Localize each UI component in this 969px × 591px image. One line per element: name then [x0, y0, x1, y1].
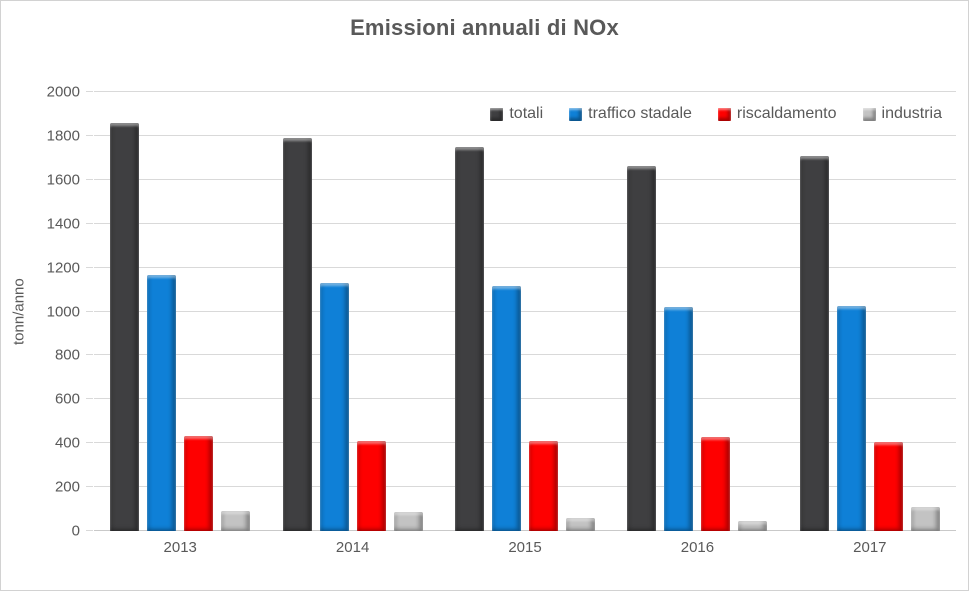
legend-swatch-icon	[569, 107, 583, 121]
bar-totali-2013	[110, 122, 140, 531]
x-axis-label-2017: 2017	[853, 539, 887, 556]
bar-traffico-stadale-2015	[492, 286, 522, 531]
y-tick-mark-2000	[86, 91, 93, 92]
gridline-800	[94, 354, 956, 356]
y-axis-tick-label-0: 0	[71, 522, 80, 540]
y-tick-mark-200	[86, 486, 93, 488]
bar-riscaldamento-2015	[529, 441, 559, 531]
gridline-1200	[94, 266, 956, 268]
legend: totali traffico stadale riscaldamento indus…	[490, 105, 942, 123]
bar-group-2016	[611, 92, 783, 531]
y-tick-mark-800	[86, 354, 93, 356]
y-axis-tick-label-800: 800	[54, 346, 80, 364]
legend-item-totali: totali	[490, 105, 543, 123]
bar-totali-2015	[455, 146, 485, 531]
chart-title: Emissioni annuali di NOx	[350, 15, 619, 40]
bar-traffico-stadale-2017	[836, 306, 866, 531]
gridline-600	[94, 398, 956, 400]
bar-industria-2015	[566, 517, 596, 531]
bar-group-2014	[266, 92, 438, 531]
x-axis-label-2013: 2013	[163, 539, 197, 556]
bar-traffico-stadale-2014	[319, 282, 349, 531]
y-axis-tick-label-2000: 2000	[46, 83, 80, 101]
gridline-0	[94, 530, 956, 531]
bar-industria-2016	[738, 521, 768, 531]
bar-group-2017	[784, 92, 956, 531]
legend-item-traffico-stadale: traffico stadale	[569, 105, 692, 123]
legend-label: industria	[881, 105, 942, 122]
plot-area: 0 200 400 600 800 1000 1200 1400 1600 1800 2000 to…	[47, 84, 956, 540]
bar-riscaldamento-2017	[873, 442, 903, 531]
legend-swatch-icon	[717, 107, 731, 121]
gridline-1000	[94, 310, 956, 312]
gridline-1600	[94, 178, 956, 180]
gridline-1400	[94, 222, 956, 224]
legend-label: totali	[509, 105, 544, 122]
bar-industria-2014	[393, 512, 423, 531]
bar-traffico-stadale-2016	[664, 307, 694, 531]
x-axis-label-2014: 2014	[335, 539, 370, 556]
bar-industria-2013	[221, 511, 251, 531]
y-axis-tick-label-200: 200	[54, 478, 80, 496]
y-axis-tick-label-400: 400	[54, 434, 80, 452]
bar-traffico-stadale-2013	[147, 275, 177, 531]
bar-riscaldamento-2016	[701, 436, 731, 531]
legend-item-riscaldamento: riscaldamento	[717, 105, 837, 123]
legend-item-industria: industria	[862, 105, 942, 123]
y-tick-mark-600	[86, 398, 93, 400]
gridline-1800	[94, 134, 956, 136]
gridline-2000	[94, 91, 956, 92]
bar-riscaldamento-2014	[356, 441, 386, 531]
y-axis-tick-label-600: 600	[54, 390, 80, 408]
bar-totali-2016	[627, 165, 657, 531]
legend-swatch-icon	[862, 107, 876, 121]
y-tick-mark-1400	[86, 222, 93, 224]
x-axis-label-2016: 2016	[680, 539, 715, 556]
y-tick-mark-400	[86, 442, 93, 444]
y-axis-tick-label-1200: 1200	[46, 259, 80, 277]
x-axis-label-2015: 2015	[508, 539, 542, 556]
y-tick-mark-0	[86, 530, 93, 531]
y-axis-tick-label-1000: 1000	[46, 303, 80, 320]
bar-totali-2017	[799, 155, 829, 531]
legend-label: traffico stadale	[588, 105, 692, 122]
y-tick-mark-1600	[86, 178, 93, 180]
gridline-400	[94, 442, 956, 444]
bar-group-2013	[94, 92, 266, 531]
y-axis-title: tonn/anno	[10, 278, 28, 345]
legend-swatch-icon	[490, 107, 504, 121]
y-tick-mark-1000	[86, 310, 93, 312]
x-axis: 2013 2014 2015 2016 2017	[94, 539, 956, 556]
bar-totali-2014	[282, 138, 312, 531]
y-tick-mark-1200	[86, 266, 93, 268]
y-axis-tick-label-1400: 1400	[46, 215, 80, 233]
bar-industria-2017	[910, 506, 940, 531]
y-tick-mark-1800	[86, 134, 93, 136]
bar-riscaldamento-2013	[184, 435, 214, 531]
y-axis-tick-label-1800: 1800	[46, 127, 80, 145]
bar-groups	[94, 92, 956, 531]
y-axis-tick-label-1600: 1600	[46, 171, 80, 189]
bar-group-2015	[439, 92, 611, 531]
gridline-200	[94, 486, 956, 488]
legend-label: riscaldamento	[736, 105, 837, 122]
